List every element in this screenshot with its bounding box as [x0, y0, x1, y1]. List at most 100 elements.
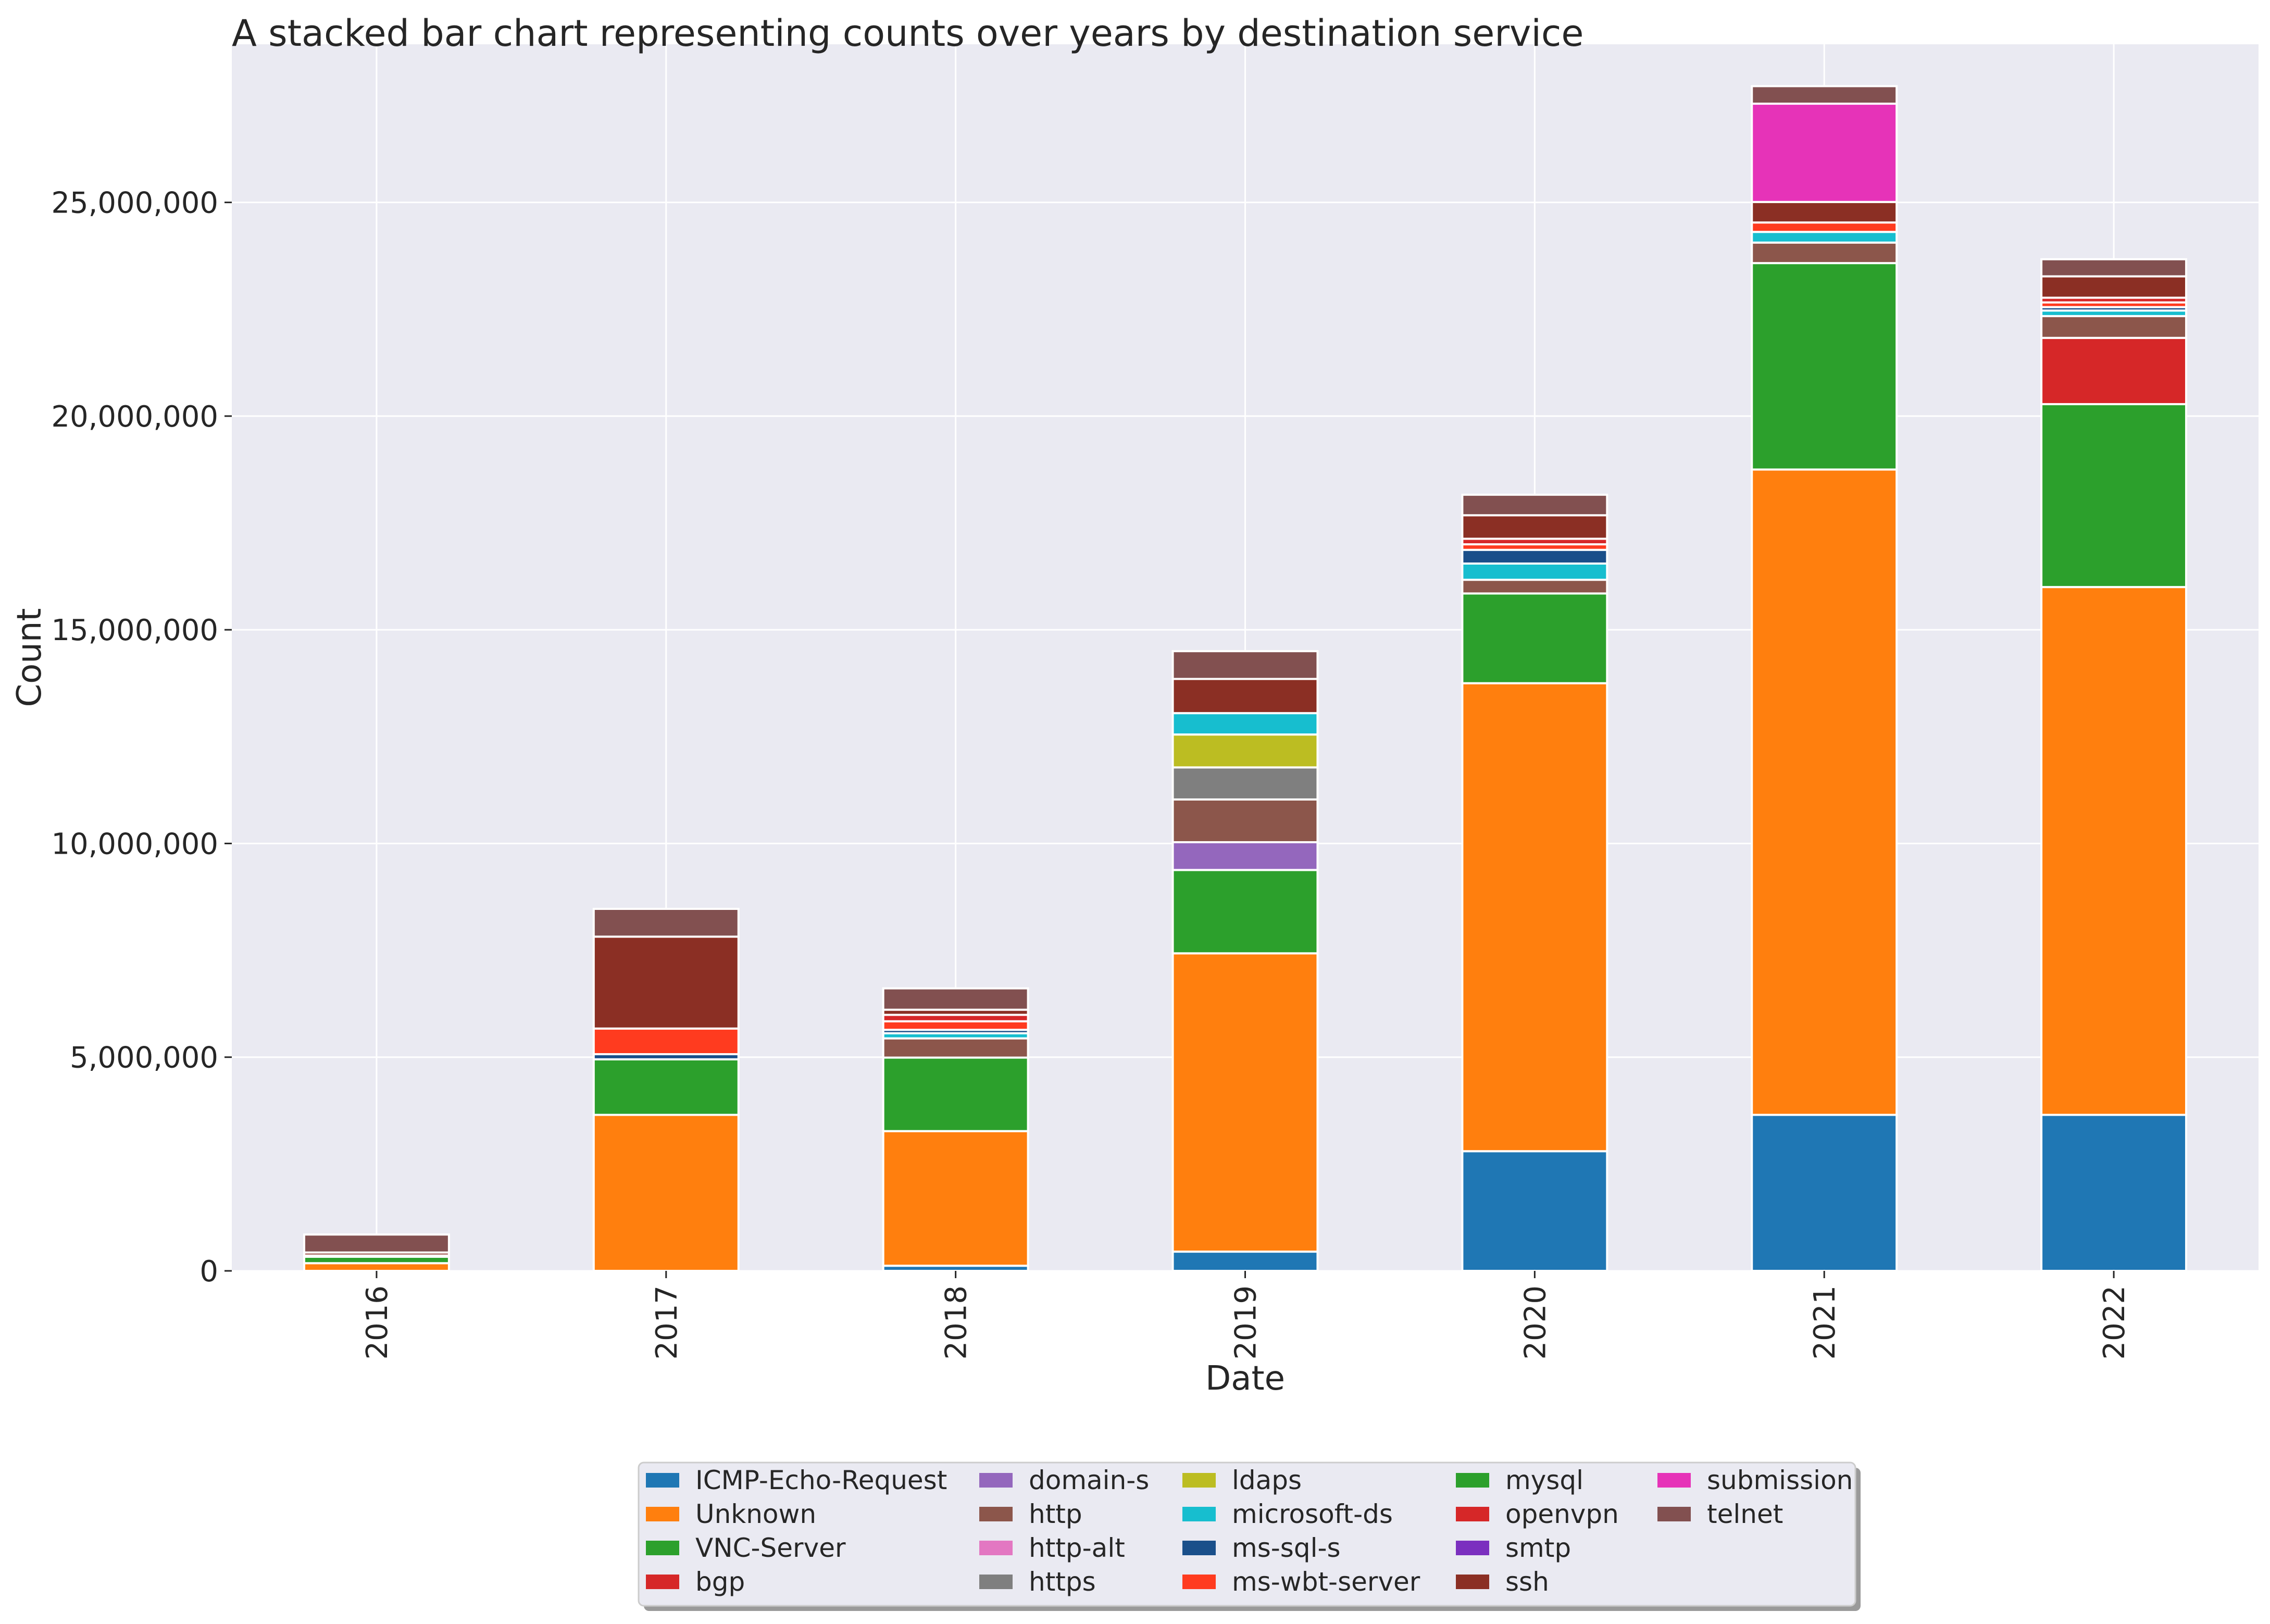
bar-segment-telnet [303, 1233, 450, 1254]
legend: ICMP-Echo-Request Unknown VNC-Server bgp dom… [638, 1461, 1861, 1611]
bar-segment-ssh [1461, 514, 1608, 540]
bar-segment-http [1461, 579, 1608, 595]
legend-label: ms-wbt-server [1232, 1567, 1420, 1597]
bar-segment-vnc-server [592, 1058, 740, 1116]
legend-swatch [979, 1507, 1013, 1521]
bar-segment-ms-wbt-server [592, 1027, 740, 1055]
legend-swatch [1456, 1541, 1489, 1555]
x-tick-label: 2018 [940, 1285, 974, 1360]
legend-swatch [1657, 1507, 1691, 1521]
bar-segment-unknown [592, 1114, 740, 1272]
legend-swatch [979, 1473, 1013, 1488]
legend-label: telnet [1707, 1499, 1783, 1529]
bar-segment-unknown [1751, 468, 1898, 1116]
bar-segment-http [1171, 798, 1319, 843]
bar-segment-icmp-echo-request [1751, 1114, 1898, 1272]
bar-segment-telnet [1461, 493, 1608, 517]
bar-segment-https [1171, 766, 1319, 801]
bar-segment-ssh [2040, 275, 2188, 299]
legend-swatch [1456, 1507, 1489, 1521]
bar-segment-submission [1751, 103, 1898, 203]
legend-label: ms-sql-s [1232, 1533, 1341, 1563]
legend-label: bgp [695, 1567, 745, 1597]
bar-segment-bgp [2040, 336, 2188, 405]
legend-swatch [646, 1473, 679, 1488]
bar-segment-icmp-echo-request [2040, 1114, 2188, 1272]
bar-segment-telnet [1171, 650, 1319, 680]
x-tick-label: 2017 [650, 1285, 684, 1360]
bar-segment-ms-wbt-server [882, 1020, 1029, 1031]
legend-label: https [1029, 1567, 1096, 1597]
y-axis-label: Count [10, 608, 49, 707]
x-tick-label: 2016 [360, 1285, 394, 1360]
legend-swatch [1182, 1473, 1216, 1488]
bar-segment-http [882, 1037, 1029, 1059]
bar-segment-domain-s [1171, 841, 1319, 871]
bar-segment-unknown [1171, 952, 1319, 1253]
bar-segment-icmp-echo-request [1171, 1251, 1319, 1272]
legend-label: openvpn [1505, 1499, 1619, 1529]
bar-segment-telnet [882, 987, 1029, 1011]
bar-segment-unknown [2040, 586, 2188, 1116]
bars [303, 85, 2188, 1272]
axes: 0 5,000,000 10,000,000 15,000,000 20,000,000… [51, 186, 2131, 1360]
bar-segment-telnet [592, 907, 740, 938]
bar-segment-icmp-echo-request [1461, 1150, 1608, 1272]
y-tick-label: 20,000,000 [51, 400, 218, 434]
bar-segment-microsoft-ds [1171, 712, 1319, 736]
y-tick-label: 5,000,000 [70, 1041, 218, 1075]
legend-label: mysql [1505, 1465, 1583, 1495]
legend-swatch [1456, 1575, 1489, 1589]
legend-label: smtp [1505, 1533, 1571, 1563]
bar-segment-vnc-server [1751, 262, 1898, 471]
y-tick-label: 0 [199, 1255, 218, 1289]
y-tick-label: 10,000,000 [51, 827, 218, 861]
bar-segment-microsoft-ds [1461, 562, 1608, 581]
bar-segment-ssh [592, 935, 740, 1030]
bar-segment-unknown [1461, 682, 1608, 1153]
bar-segment-vnc-server [2040, 403, 2188, 589]
legend-box [638, 1461, 1856, 1607]
bar-segment-vnc-server [882, 1056, 1029, 1132]
y-tick-label: 25,000,000 [51, 186, 218, 220]
x-tick-label: 2021 [1808, 1285, 1842, 1360]
bar-segment-microsoft-ds [1751, 231, 1898, 244]
x-axis-label: Date [1205, 1359, 1285, 1398]
legend-label: submission [1707, 1465, 1853, 1495]
legend-swatch [646, 1541, 679, 1555]
legend-label: Unknown [695, 1499, 816, 1529]
bar-segment-unknown [303, 1262, 450, 1272]
legend-swatch [646, 1507, 679, 1521]
bar-segment-http [2040, 315, 2188, 339]
bar-segment-unknown [882, 1130, 1029, 1267]
bar-segment-ssh [1751, 201, 1898, 224]
legend-swatch [1182, 1541, 1216, 1555]
bar-segment-ldaps [1171, 733, 1319, 769]
chart-title: A stacked bar chart representing counts … [232, 12, 1583, 55]
bar-segment-ms-sql-s [1461, 548, 1608, 565]
legend-swatch [979, 1575, 1013, 1589]
x-tick-label: 2019 [1229, 1285, 1263, 1360]
legend-swatch [646, 1575, 679, 1589]
legend-swatch [979, 1541, 1013, 1555]
legend-swatch [1456, 1473, 1489, 1488]
legend-label: VNC-Server [695, 1533, 846, 1563]
bar-segment-telnet [2040, 258, 2188, 278]
legend-label: domain-s [1029, 1465, 1149, 1495]
bar-segment-vnc-server [1461, 592, 1608, 684]
legend-label: ssh [1505, 1567, 1549, 1597]
legend-label: http [1029, 1499, 1082, 1529]
legend-label: microsoft-ds [1232, 1499, 1393, 1529]
bar-segment-http [1751, 241, 1898, 265]
bar-segment-ms-wbt-server [1751, 221, 1898, 233]
legend-label: http-alt [1029, 1533, 1125, 1563]
legend-label: ICMP-Echo-Request [695, 1465, 947, 1495]
y-tick-label: 15,000,000 [51, 614, 218, 647]
x-tick-label: 2022 [2098, 1285, 2131, 1360]
legend-swatch [1182, 1575, 1216, 1589]
bar-segment-ssh [1171, 678, 1319, 715]
legend-label: ldaps [1232, 1465, 1302, 1495]
x-tick-label: 2020 [1518, 1285, 1552, 1360]
